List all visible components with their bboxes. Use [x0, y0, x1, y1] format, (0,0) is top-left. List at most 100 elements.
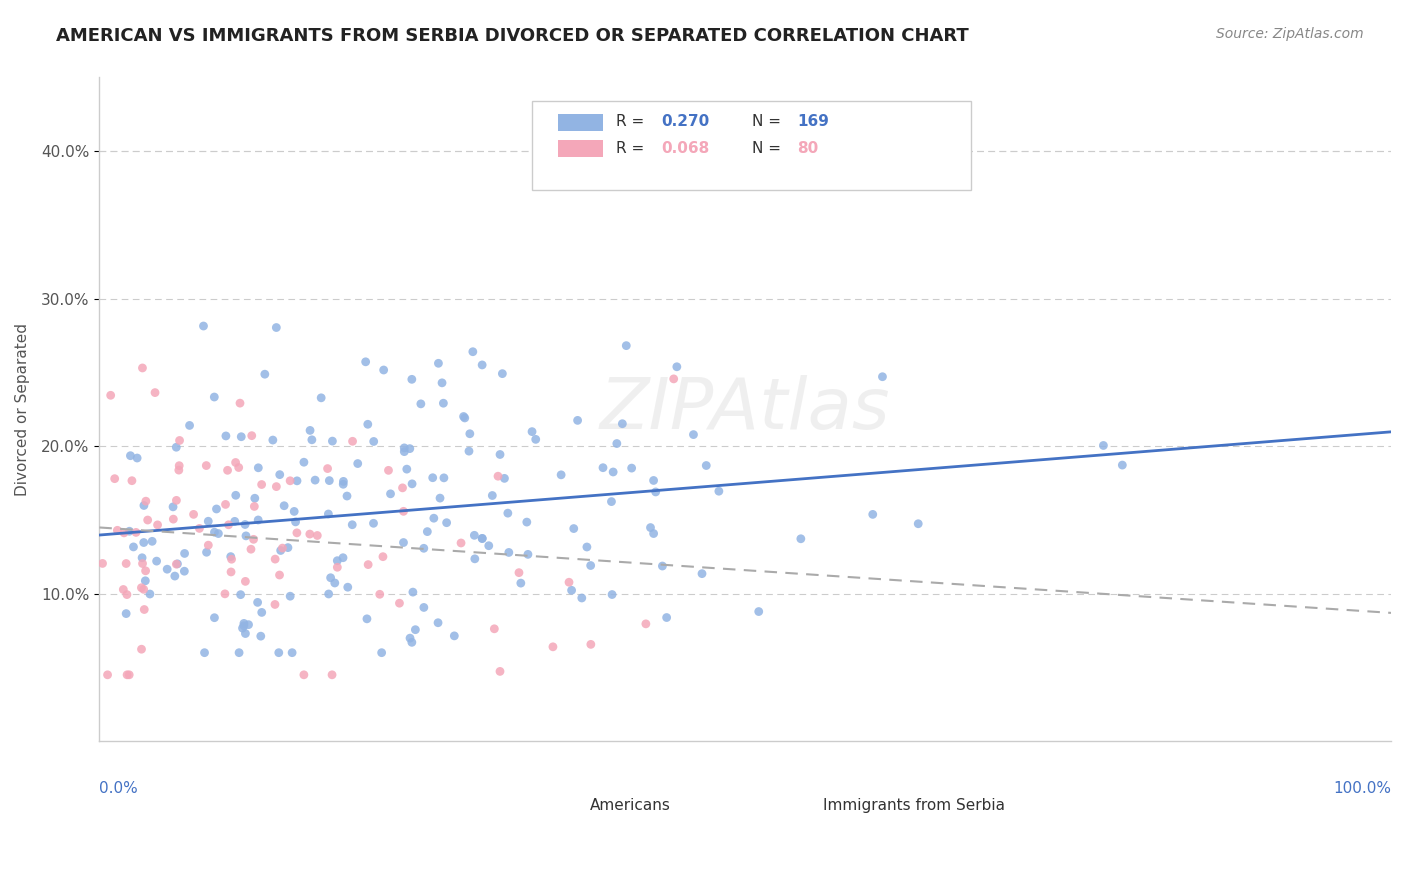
Point [131, 557, 153, 571]
Point [412, 541, 434, 556]
Point [232, 618, 254, 632]
Point [135, 564, 157, 578]
Point [489, 665, 512, 679]
Point [371, 549, 394, 564]
Point [250, 477, 273, 491]
Point [423, 511, 446, 525]
Text: N =: N = [752, 141, 786, 156]
Point [242, 533, 264, 547]
Point [225, 455, 247, 469]
Point [509, 576, 531, 591]
Point [278, 589, 301, 603]
Point [243, 500, 266, 514]
Point [357, 558, 380, 572]
Point [167, 463, 190, 477]
Y-axis label: Divorced or Separated: Divorced or Separated [15, 323, 30, 496]
Point [167, 458, 190, 473]
FancyBboxPatch shape [558, 784, 581, 797]
Point [516, 515, 538, 529]
Point [346, 457, 368, 471]
Point [558, 575, 581, 590]
Point [205, 502, 228, 516]
Point [197, 538, 219, 552]
Point [508, 566, 530, 580]
Point [409, 397, 432, 411]
Point [309, 391, 332, 405]
Point [454, 411, 477, 425]
Point [221, 552, 243, 566]
Point [401, 635, 423, 649]
Point [262, 433, 284, 447]
Point [471, 532, 494, 546]
Point [232, 616, 254, 631]
Text: Source: ZipAtlas.com: Source: ZipAtlas.com [1216, 27, 1364, 41]
Point [131, 361, 153, 376]
Point [433, 471, 456, 485]
Point [318, 587, 340, 601]
Point [401, 372, 423, 386]
Point [332, 477, 354, 491]
Point [120, 449, 142, 463]
Point [463, 528, 485, 542]
Point [707, 484, 730, 499]
Point [592, 460, 614, 475]
Point [436, 516, 458, 530]
Point [193, 646, 215, 660]
Point [471, 532, 494, 546]
Point [643, 474, 665, 488]
Point [284, 515, 307, 529]
Point [215, 429, 238, 443]
Point [202, 390, 225, 404]
Point [122, 540, 145, 554]
Point [229, 396, 252, 410]
Point [430, 376, 453, 390]
Point [285, 474, 308, 488]
Point [579, 637, 602, 651]
Point [132, 535, 155, 549]
Point [695, 458, 717, 473]
Point [550, 467, 572, 482]
Point [392, 535, 415, 549]
Point [422, 471, 444, 485]
Point [606, 436, 628, 450]
Point [134, 574, 156, 588]
Point [368, 587, 391, 601]
Point [342, 434, 364, 449]
Point [156, 562, 179, 576]
Point [357, 417, 380, 432]
Point [219, 565, 242, 579]
Point [432, 396, 454, 410]
Point [790, 532, 813, 546]
Point [217, 463, 239, 477]
Point [214, 587, 236, 601]
Point [402, 585, 425, 599]
Point [285, 525, 308, 540]
Point [321, 668, 343, 682]
Point [323, 576, 346, 591]
Point [520, 425, 543, 439]
Point [214, 498, 236, 512]
Point [224, 514, 246, 528]
Point [246, 595, 269, 609]
Point [486, 469, 509, 483]
Point [204, 610, 226, 624]
Point [398, 442, 420, 456]
Point [464, 551, 486, 566]
Point [105, 524, 128, 538]
Point [118, 524, 141, 539]
Point [484, 622, 506, 636]
Point [644, 484, 666, 499]
Point [336, 489, 359, 503]
Point [370, 646, 392, 660]
Point [321, 434, 343, 449]
Point [332, 550, 354, 565]
Point [298, 527, 321, 541]
Text: 0.0%: 0.0% [100, 781, 138, 796]
Point [278, 474, 301, 488]
FancyBboxPatch shape [558, 114, 603, 130]
Text: 169: 169 [797, 114, 828, 129]
Point [193, 318, 215, 333]
Point [131, 581, 153, 595]
Point [225, 488, 247, 502]
Point [235, 574, 257, 589]
